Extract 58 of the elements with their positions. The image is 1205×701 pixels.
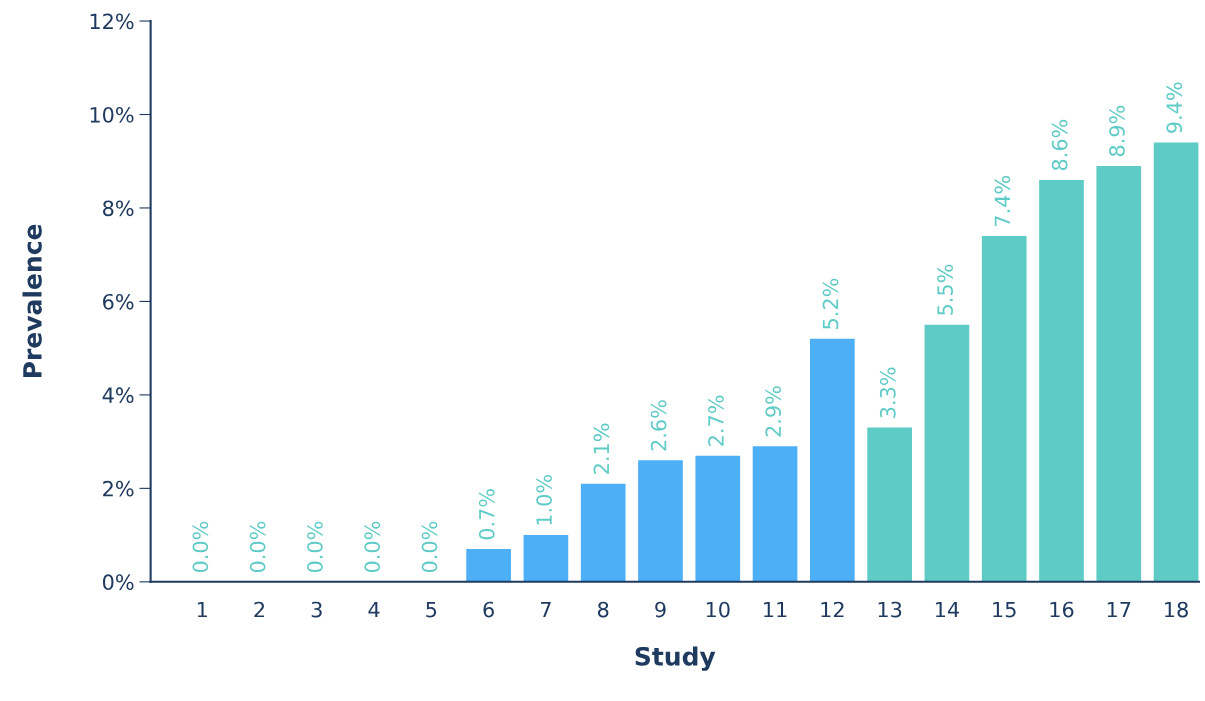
bar [1096, 165, 1142, 582]
bar [867, 427, 912, 582]
data-label: 8.6% [1051, 119, 1068, 171]
x-tick-label: 17 [1107, 601, 1131, 618]
x-tick-label: 11 [764, 601, 787, 618]
data-label: 0.0% [307, 521, 323, 573]
x-tick-label: 7 [540, 601, 551, 618]
y-tick-label: 2% [103, 480, 134, 497]
y-tick-label: 12% [90, 13, 134, 30]
y-axis-title: Prevalence [22, 224, 42, 378]
x-tick-label: 14 [935, 601, 959, 618]
x-tick-label: 16 [1050, 601, 1074, 618]
x-tick-label: 4 [368, 601, 380, 618]
data-label: 7.4% [994, 175, 1011, 226]
bar [580, 483, 626, 582]
x-tick-label: 10 [706, 601, 730, 618]
y-tick-label: 4% [102, 387, 134, 404]
data-label: 2.1% [593, 423, 610, 474]
x-axis-title: Study [635, 646, 716, 671]
data-label: 5.5% [937, 264, 953, 315]
data-label: 0.7% [478, 489, 495, 540]
bar [1153, 142, 1199, 582]
y-tick-label: 6% [103, 293, 134, 310]
data-label: 2.9% [765, 386, 782, 437]
data-label: 1.0% [536, 474, 552, 525]
data-label: 0.0% [421, 521, 438, 573]
bar [924, 324, 970, 582]
x-tick-label: 2 [254, 601, 265, 618]
x-tick-label: 18 [1165, 601, 1188, 618]
data-label: 9.4% [1166, 82, 1183, 133]
x-tick-label: 9 [655, 601, 666, 618]
data-label: 3.3% [879, 367, 896, 418]
bar [466, 549, 511, 582]
x-tick-label: 15 [993, 601, 1016, 618]
data-label: 0.0% [249, 521, 266, 573]
x-tick-label: 1 [197, 601, 207, 618]
y-tick-label: 0% [102, 574, 134, 591]
x-tick-label: 5 [426, 601, 437, 618]
bar [752, 446, 798, 582]
y-tick-label: 10% [90, 106, 134, 123]
x-tick-label: 8 [597, 601, 609, 618]
data-label: 0.0% [192, 521, 209, 573]
x-tick-label: 6 [483, 601, 494, 618]
x-tick-label: 13 [878, 601, 902, 618]
data-label: 2.6% [650, 400, 667, 451]
x-tick-label: 12 [821, 601, 844, 618]
bar [523, 535, 569, 582]
x-tick-label: 3 [311, 601, 322, 618]
data-label: 8.9% [1109, 105, 1125, 157]
bar [1039, 179, 1084, 582]
data-label: 0.0% [364, 521, 381, 573]
data-label: 5.2% [822, 278, 839, 329]
bar [695, 455, 741, 582]
bar [810, 338, 855, 582]
y-tick-label: 8% [103, 200, 134, 217]
bar [981, 236, 1027, 582]
data-label: 2.7% [708, 395, 724, 446]
bar [638, 460, 683, 582]
